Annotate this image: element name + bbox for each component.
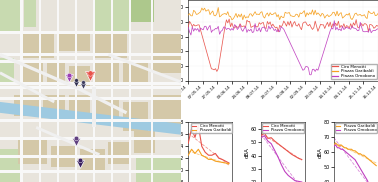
Polygon shape <box>152 95 181 127</box>
Polygon shape <box>0 0 22 33</box>
Polygon shape <box>51 146 76 167</box>
Polygon shape <box>0 97 181 100</box>
Polygon shape <box>18 138 47 164</box>
Polygon shape <box>93 0 95 182</box>
Y-axis label: dBA: dBA <box>245 147 249 158</box>
Y-axis label: dBA: dBA <box>317 147 322 158</box>
Polygon shape <box>14 95 40 116</box>
Polygon shape <box>129 0 132 182</box>
Polygon shape <box>111 0 113 182</box>
Polygon shape <box>69 66 90 87</box>
Polygon shape <box>0 60 181 63</box>
Polygon shape <box>0 53 77 89</box>
Polygon shape <box>23 0 36 27</box>
Legend: Ciro Menotti, Piazza Garibaldi: Ciro Menotti, Piazza Garibaldi <box>191 123 232 133</box>
Polygon shape <box>36 126 100 156</box>
Polygon shape <box>108 53 181 83</box>
Polygon shape <box>0 58 14 82</box>
Polygon shape <box>0 119 181 122</box>
Polygon shape <box>75 0 77 182</box>
Legend: Piazza Garibaldi, Piazza Omobono: Piazza Garibaldi, Piazza Omobono <box>335 123 377 133</box>
Polygon shape <box>123 60 148 82</box>
Polygon shape <box>152 33 181 73</box>
Polygon shape <box>58 33 90 51</box>
Polygon shape <box>22 62 43 84</box>
Polygon shape <box>150 0 153 182</box>
Polygon shape <box>75 86 127 114</box>
Polygon shape <box>57 0 59 182</box>
Polygon shape <box>94 60 119 82</box>
Polygon shape <box>43 95 65 116</box>
Polygon shape <box>0 31 181 34</box>
Legend: Ciro Menotti, Piazza Omobono: Ciro Menotti, Piazza Omobono <box>262 123 304 133</box>
Polygon shape <box>94 98 119 124</box>
Polygon shape <box>22 33 54 58</box>
Polygon shape <box>108 142 130 164</box>
Polygon shape <box>47 62 65 84</box>
Polygon shape <box>94 0 130 33</box>
Polygon shape <box>0 137 181 140</box>
Polygon shape <box>136 155 181 182</box>
Polygon shape <box>0 155 181 158</box>
Polygon shape <box>20 0 23 182</box>
Polygon shape <box>0 170 181 173</box>
Y-axis label: dBA: dBA <box>172 34 177 46</box>
Polygon shape <box>92 87 96 127</box>
Polygon shape <box>0 86 181 89</box>
Legend: Ciro Menotti, Piazza Garibaldi, Piazza Omobono: Ciro Menotti, Piazza Garibaldi, Piazza O… <box>330 64 377 79</box>
Polygon shape <box>69 95 90 116</box>
Polygon shape <box>134 131 155 153</box>
Polygon shape <box>130 0 154 22</box>
Polygon shape <box>0 102 181 135</box>
Y-axis label: dBA: dBA <box>172 147 177 158</box>
Polygon shape <box>0 149 22 182</box>
Polygon shape <box>79 149 105 171</box>
Polygon shape <box>39 0 41 182</box>
Polygon shape <box>0 72 55 103</box>
Polygon shape <box>0 82 181 85</box>
Polygon shape <box>0 53 181 56</box>
Polygon shape <box>123 102 148 131</box>
Polygon shape <box>94 33 127 58</box>
